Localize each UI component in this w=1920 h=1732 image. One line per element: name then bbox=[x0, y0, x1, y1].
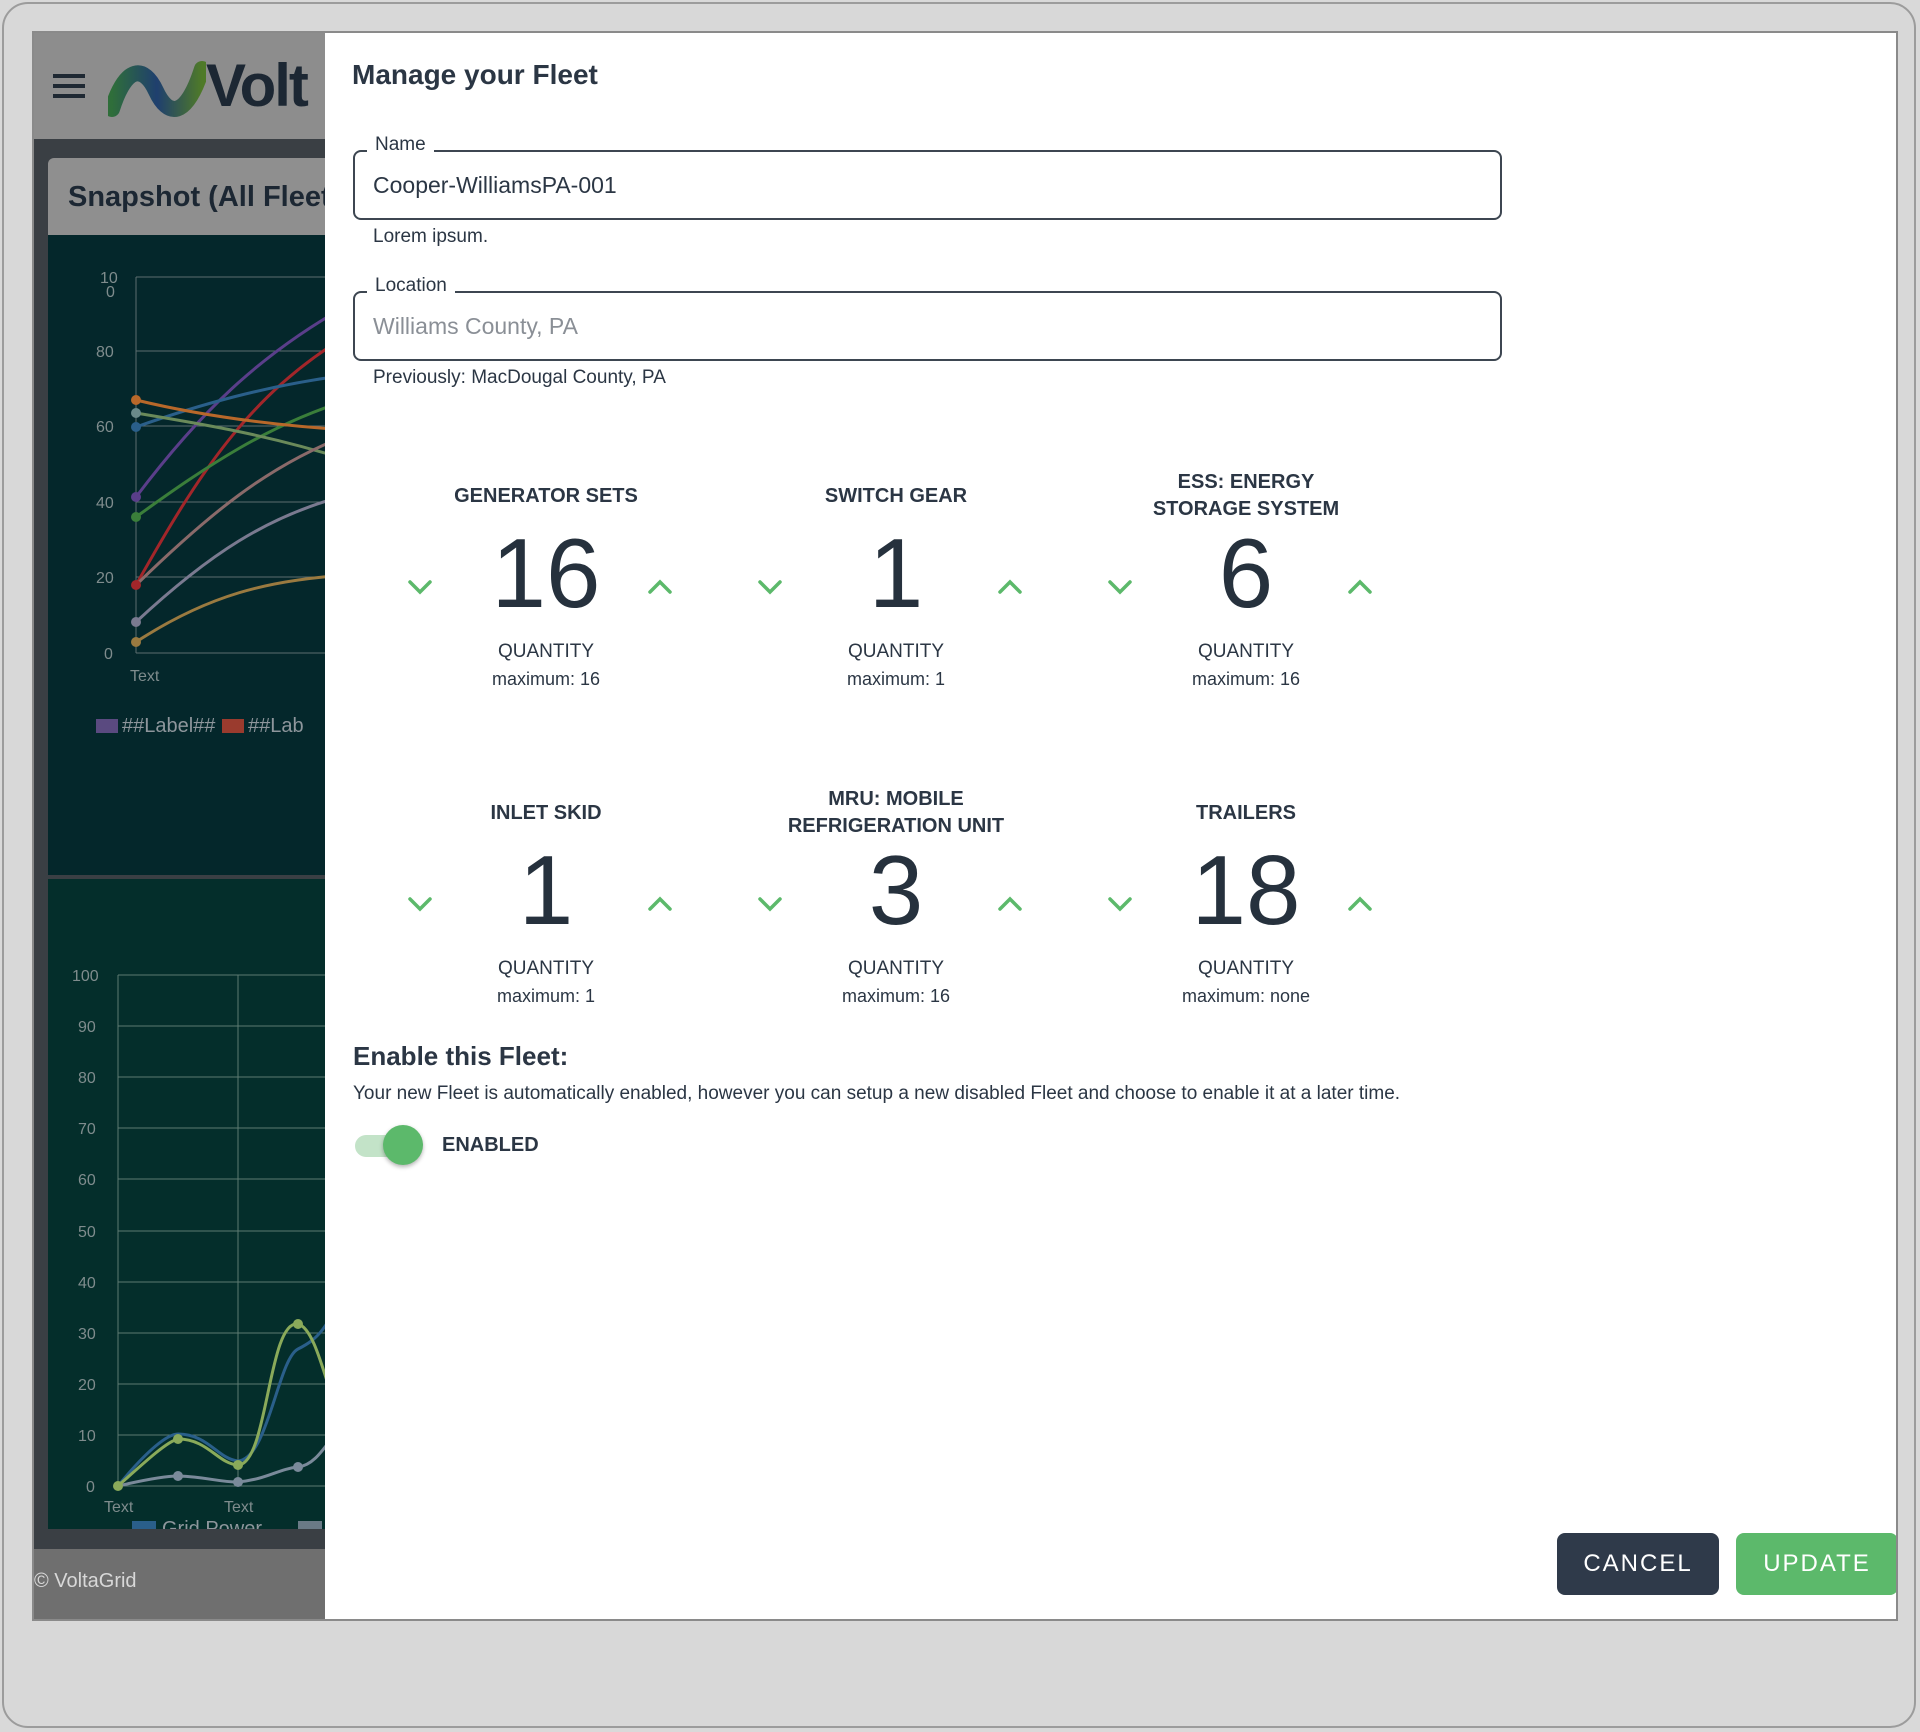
counter-title-line-1: ESS: ENERGY bbox=[1177, 471, 1315, 493]
panel-title: Snapshot (All Fleet bbox=[68, 181, 331, 213]
counter-maximum: maximum: 16 bbox=[841, 986, 951, 1006]
y-tick: 60 bbox=[78, 1172, 96, 1189]
counter-inlet-skid: INLET SKID 1 QUANTITY maximum: 1 bbox=[386, 760, 706, 1006]
y-tick: 20 bbox=[96, 570, 114, 587]
y-tick: 20 bbox=[78, 1377, 96, 1394]
y-tick: 0 bbox=[106, 284, 115, 301]
location-input[interactable] bbox=[373, 309, 1473, 343]
counter-value: 18 bbox=[1191, 835, 1301, 945]
counter-maximum: maximum: 16 bbox=[1191, 669, 1301, 689]
y-tick: 40 bbox=[96, 495, 114, 512]
legend-label: Grid Power bbox=[162, 1518, 262, 1529]
toggle-knob bbox=[383, 1125, 423, 1165]
location-field[interactable]: Location bbox=[353, 275, 1502, 361]
enable-fleet-description: Your new Fleet is automatically enabled,… bbox=[353, 1083, 1401, 1104]
chevron-up-icon[interactable] bbox=[1342, 569, 1378, 605]
counter-quantity-label: QUANTITY bbox=[497, 958, 595, 979]
counter-ess: ESS: ENERGY STORAGE SYSTEM 6 QUANTITY ma… bbox=[1086, 443, 1406, 689]
chevron-up-icon[interactable] bbox=[992, 886, 1028, 922]
y-tick: 100 bbox=[72, 968, 99, 985]
counter-value: 16 bbox=[491, 518, 601, 628]
modal-title: Manage your Fleet bbox=[352, 59, 598, 90]
counter-title: SWITCH GEAR bbox=[824, 485, 968, 507]
counter-maximum: maximum: 1 bbox=[846, 669, 945, 689]
counter-mru: MRU: MOBILE REFRIGERATION UNIT 3 QUANTIT… bbox=[736, 760, 1056, 1006]
y-tick: 30 bbox=[78, 1326, 96, 1343]
volt-logo-wave bbox=[108, 61, 206, 117]
y-tick: 10 bbox=[78, 1428, 96, 1445]
counter-maximum: maximum: 16 bbox=[491, 669, 601, 689]
counter-title-line-1: MRU: MOBILE bbox=[828, 788, 964, 810]
y-tick: 0 bbox=[104, 646, 113, 663]
snapshot-line-chart: 10 0 80 60 40 20 0 Text bbox=[48, 235, 348, 875]
panel-header bbox=[48, 158, 348, 235]
counter-quantity-label: QUANTITY bbox=[1197, 958, 1295, 979]
location-helper-text: Previously: MacDougal County, PA bbox=[373, 367, 666, 388]
logo-text: Volt bbox=[206, 52, 309, 119]
counter-maximum: maximum: 1 bbox=[496, 986, 595, 1006]
chevron-down-icon[interactable] bbox=[402, 886, 438, 922]
counter-quantity-label: QUANTITY bbox=[497, 641, 595, 662]
counter-switch-gear: SWITCH GEAR 1 QUANTITY maximum: 1 bbox=[736, 443, 1056, 689]
grid-power-chart: 100 90 80 70 60 50 40 30 20 10 0 Text Te… bbox=[48, 879, 348, 1529]
chevron-up-icon[interactable] bbox=[642, 569, 678, 605]
chevron-down-icon[interactable] bbox=[752, 569, 788, 605]
y-tick: 40 bbox=[78, 1275, 96, 1292]
x-tick: Text bbox=[104, 1499, 134, 1516]
name-field[interactable]: Name bbox=[353, 134, 1502, 220]
counter-trailers: TRAILERS 18 QUANTITY maximum: none bbox=[1086, 760, 1406, 1006]
x-axis-label: Text bbox=[130, 668, 160, 685]
chevron-down-icon[interactable] bbox=[1102, 569, 1138, 605]
chevron-down-icon[interactable] bbox=[1102, 886, 1138, 922]
y-tick: 50 bbox=[78, 1224, 96, 1241]
y-tick: 10 bbox=[100, 270, 118, 287]
y-tick: 90 bbox=[78, 1019, 96, 1036]
counter-quantity-label: QUANTITY bbox=[847, 641, 945, 662]
location-label: Location bbox=[367, 275, 455, 297]
update-button[interactable]: UPDATE bbox=[1736, 1533, 1896, 1595]
y-tick: 80 bbox=[96, 344, 114, 361]
counter-value: 3 bbox=[868, 835, 924, 945]
footer-bar bbox=[34, 1549, 336, 1619]
cancel-button[interactable]: CANCEL bbox=[1557, 1533, 1719, 1595]
counter-title: GENERATOR SETS bbox=[454, 485, 638, 507]
counter-quantity-label: QUANTITY bbox=[1197, 641, 1295, 662]
chevron-up-icon[interactable] bbox=[642, 886, 678, 922]
name-label: Name bbox=[367, 134, 434, 156]
y-tick: 0 bbox=[86, 1479, 95, 1496]
hamburger-icon[interactable] bbox=[53, 74, 85, 98]
y-tick: 60 bbox=[96, 419, 114, 436]
counter-value: 1 bbox=[868, 518, 924, 628]
chevron-down-icon[interactable] bbox=[402, 569, 438, 605]
chevron-up-icon[interactable] bbox=[992, 569, 1028, 605]
y-tick: 70 bbox=[78, 1121, 96, 1138]
manage-fleet-modal: Manage your Fleet Name Lorem ipsum. Loca… bbox=[325, 33, 1896, 1619]
counter-title-line-2: STORAGE SYSTEM bbox=[1152, 498, 1340, 520]
toggle-label: ENABLED bbox=[442, 1134, 539, 1156]
counter-generator-sets: GENERATOR SETS 16 QUANTITY maximum: 16 bbox=[386, 443, 706, 689]
y-tick: 80 bbox=[78, 1070, 96, 1087]
name-input[interactable] bbox=[373, 168, 1473, 202]
legend-label: ##Lab bbox=[248, 715, 304, 737]
chevron-down-icon[interactable] bbox=[752, 886, 788, 922]
counter-title-line-2: REFRIGERATION UNIT bbox=[787, 815, 1005, 837]
counter-value: 1 bbox=[518, 835, 574, 945]
name-helper-text: Lorem ipsum. bbox=[373, 226, 489, 247]
counter-value: 6 bbox=[1218, 518, 1274, 628]
counter-maximum: maximum: none bbox=[1181, 986, 1311, 1006]
enable-fleet-title: Enable this Fleet: bbox=[353, 1041, 569, 1071]
chevron-up-icon[interactable] bbox=[1342, 886, 1378, 922]
x-tick: Text bbox=[224, 1499, 254, 1516]
counter-title: TRAILERS bbox=[1196, 802, 1296, 824]
screen: Volt Snapshot (All Fleet 10 0 bbox=[32, 31, 1898, 1621]
background-dashboard: Volt Snapshot (All Fleet 10 0 bbox=[34, 33, 348, 1619]
legend-label: ##Label## bbox=[122, 715, 216, 737]
counter-quantity-label: QUANTITY bbox=[847, 958, 945, 979]
counter-title: INLET SKID bbox=[490, 802, 602, 824]
enable-fleet-toggle[interactable] bbox=[353, 1125, 427, 1165]
copyright-text: © VoltaGrid bbox=[34, 1570, 137, 1592]
